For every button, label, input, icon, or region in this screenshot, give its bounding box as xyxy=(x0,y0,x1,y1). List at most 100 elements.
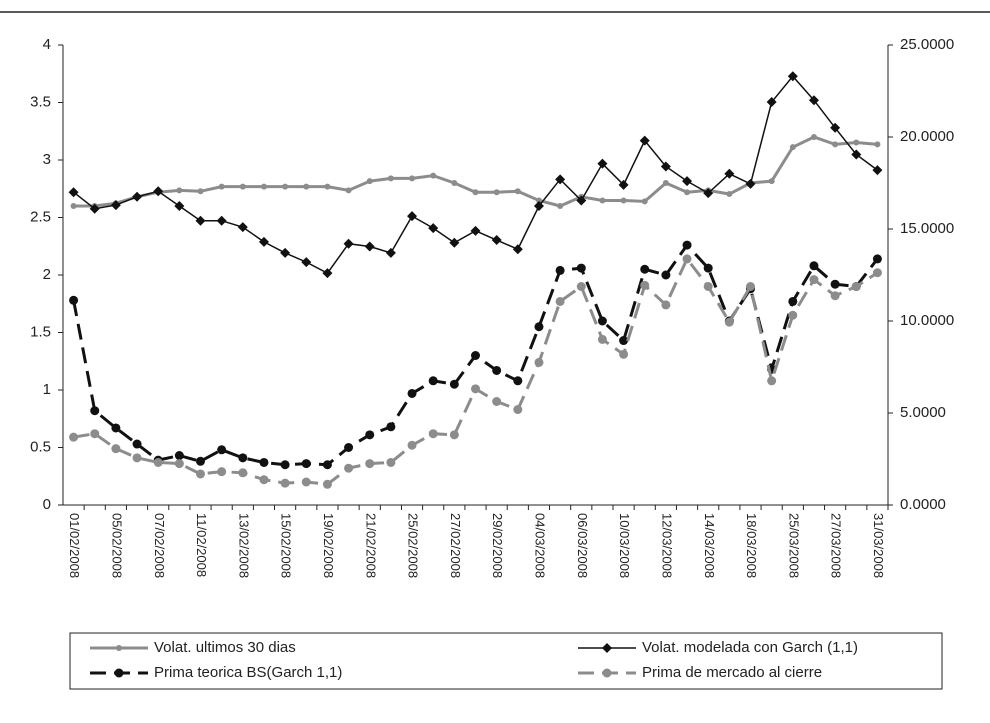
legend-label: Volat. modelada con Garch (1,1) xyxy=(642,639,858,656)
series-marker xyxy=(324,183,331,190)
series-marker xyxy=(661,270,671,280)
series-marker xyxy=(385,247,396,258)
y-tick-label: 4 xyxy=(43,36,51,53)
series-line xyxy=(73,135,878,208)
series-marker xyxy=(660,161,671,172)
series-marker xyxy=(682,176,693,187)
series-marker xyxy=(365,430,375,440)
series-marker xyxy=(703,282,713,291)
series-marker xyxy=(195,215,206,226)
series-marker xyxy=(303,183,310,190)
series-marker xyxy=(493,189,500,196)
series-marker xyxy=(620,197,627,204)
series-marker xyxy=(449,430,459,440)
series-marker xyxy=(322,460,332,470)
series-marker xyxy=(557,203,564,209)
y2-tick-label: 0.0000 xyxy=(900,496,946,513)
series-marker xyxy=(768,178,775,185)
series-marker xyxy=(238,468,248,478)
series-marker xyxy=(576,195,587,206)
series-marker xyxy=(512,244,523,255)
series-marker xyxy=(407,388,417,398)
series-marker xyxy=(344,463,354,473)
series-marker xyxy=(174,201,185,211)
series-marker xyxy=(343,238,354,249)
legend-marker xyxy=(114,668,124,678)
series-marker xyxy=(746,282,755,291)
series-marker xyxy=(787,71,798,82)
series-marker xyxy=(386,457,396,467)
series-marker xyxy=(684,189,691,196)
series-marker xyxy=(280,478,290,488)
series-marker xyxy=(239,183,246,190)
y-tick-label: 0.5 xyxy=(30,438,51,455)
x-tick-label: 14/03/2008 xyxy=(702,513,717,578)
series-marker xyxy=(576,282,586,291)
series-marker xyxy=(197,188,204,195)
series-marker xyxy=(472,189,479,196)
series-marker xyxy=(428,223,439,234)
x-tick-label: 25/02/2008 xyxy=(406,513,421,578)
series-marker xyxy=(535,197,542,204)
series-marker xyxy=(703,263,713,273)
y2-tick-label: 10.0000 xyxy=(900,312,954,329)
series-marker xyxy=(217,445,227,455)
series-marker xyxy=(533,201,544,211)
series-marker xyxy=(599,197,606,204)
x-tick-label: 13/02/2008 xyxy=(236,513,251,578)
legend-marker xyxy=(116,645,122,651)
series-marker xyxy=(661,300,671,310)
series-marker xyxy=(788,296,798,306)
series-marker xyxy=(238,453,248,463)
y-tick-label: 1.5 xyxy=(30,323,51,340)
y-tick-label: 3.5 xyxy=(30,93,51,110)
series-marker xyxy=(386,422,396,432)
series-marker xyxy=(69,432,79,442)
series-marker xyxy=(492,397,502,406)
series-marker xyxy=(301,257,312,268)
series-marker xyxy=(514,188,521,195)
series-marker xyxy=(451,180,458,186)
legend-label: Prima teorica BS(Garch 1,1) xyxy=(154,664,342,681)
legend-box xyxy=(69,632,943,690)
series-marker xyxy=(597,316,607,326)
series-marker xyxy=(513,405,523,415)
legend-label: Volat. ultimos 30 dias xyxy=(154,639,296,656)
series-marker xyxy=(69,295,79,305)
series-marker xyxy=(258,236,269,247)
series-marker xyxy=(90,406,100,416)
series-marker xyxy=(407,440,417,450)
series-marker xyxy=(301,459,311,469)
series-marker xyxy=(259,457,269,467)
series-marker xyxy=(513,376,523,386)
series-marker xyxy=(132,191,143,202)
x-tick-label: 27/02/2008 xyxy=(448,513,463,578)
series-marker xyxy=(365,459,375,469)
x-tick-label: 04/03/2008 xyxy=(533,513,548,578)
series-marker xyxy=(111,423,121,433)
y-tick-label: 1 xyxy=(43,381,51,398)
series-marker xyxy=(364,241,375,252)
series-marker xyxy=(89,203,100,214)
series-marker xyxy=(872,254,882,264)
series-marker xyxy=(345,187,352,194)
series-marker xyxy=(470,225,481,236)
series-marker xyxy=(216,215,227,226)
series-marker xyxy=(534,357,544,367)
series-line xyxy=(73,75,878,275)
series-marker xyxy=(682,254,692,264)
series-marker xyxy=(282,183,289,190)
series-marker xyxy=(851,282,861,291)
series-marker xyxy=(110,200,121,211)
y-tick-label: 3 xyxy=(43,151,51,168)
legend-label: Prima de mercado al cierre xyxy=(642,664,822,681)
series-marker xyxy=(280,247,291,258)
series-marker xyxy=(639,135,650,146)
series-marker xyxy=(492,365,502,375)
x-tick-label: 31/03/2008 xyxy=(871,513,886,578)
series-marker xyxy=(830,122,841,133)
series-marker xyxy=(788,310,798,320)
series-marker xyxy=(662,180,669,186)
x-tick-label: 07/02/2008 xyxy=(152,513,167,578)
series-marker xyxy=(808,95,819,106)
